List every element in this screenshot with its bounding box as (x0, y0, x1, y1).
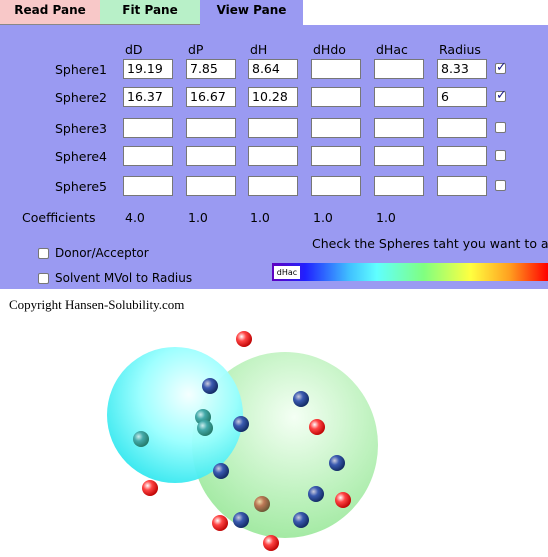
input-field[interactable] (123, 176, 173, 196)
row-label: Sphere3 (55, 121, 107, 136)
coefficient: 4.0 (125, 210, 145, 225)
input-field[interactable] (248, 176, 298, 196)
input-field[interactable]: 16.37 (123, 87, 173, 107)
checkbox[interactable] (38, 248, 49, 259)
input-field[interactable] (437, 176, 487, 196)
copyright: Copyright Hansen-Solubility.com (9, 297, 185, 312)
coefficient: 1.0 (250, 210, 270, 225)
point (293, 512, 309, 528)
point (233, 512, 249, 528)
points (133, 331, 351, 551)
column-header: Radius (439, 42, 481, 57)
input-field[interactable]: 8.33 (437, 59, 487, 79)
hint: Check the Spheres taht you want to a (312, 236, 548, 251)
coefficient: 1.0 (313, 210, 333, 225)
view-pane: dD dP dH dHdo dHac Radius Sphere1 19.19 7.85 8.64… (0, 25, 548, 289)
option-label: Donor/Acceptor (55, 246, 149, 260)
input-field[interactable] (311, 176, 361, 196)
row-label: Sphere1 (55, 62, 107, 77)
input-field[interactable] (186, 118, 236, 138)
point (254, 496, 270, 512)
color-bar: dHac (272, 263, 548, 281)
sphere-view (107, 331, 378, 551)
input-field[interactable] (186, 176, 236, 196)
input-field[interactable] (374, 59, 424, 79)
input-field[interactable]: 7.85 (186, 59, 236, 79)
color-bar-label: dHac (274, 266, 300, 279)
checkbox[interactable] (38, 273, 49, 284)
point (213, 463, 229, 479)
point (197, 420, 213, 436)
column-header: dP (188, 42, 204, 57)
checkbox[interactable] (495, 150, 506, 161)
input-field[interactable]: 6 (437, 87, 487, 107)
input-field[interactable] (437, 146, 487, 166)
column-header: dHdo (313, 42, 346, 57)
point (142, 480, 158, 496)
checkbox[interactable]: ✓ (495, 60, 507, 75)
input-field[interactable] (374, 176, 424, 196)
input-field[interactable] (374, 87, 424, 107)
input-field[interactable]: 10.28 (248, 87, 298, 107)
input-field[interactable] (186, 146, 236, 166)
tab[interactable]: Fit Pane (100, 0, 200, 25)
point (236, 331, 252, 347)
tab[interactable]: Read Pane (0, 0, 100, 25)
input-field[interactable] (374, 118, 424, 138)
input-field[interactable] (248, 118, 298, 138)
input-field[interactable] (311, 59, 361, 79)
input-field[interactable] (248, 146, 298, 166)
column-header: dHac (376, 42, 408, 57)
point (133, 431, 149, 447)
input-field[interactable]: 16.67 (186, 87, 236, 107)
point (233, 416, 249, 432)
coefficient: 1.0 (376, 210, 396, 225)
input-field[interactable] (123, 118, 173, 138)
sphere-1 (107, 347, 243, 483)
option-label: Solvent MVol to Radius (55, 271, 193, 285)
point (293, 391, 309, 407)
row-label: Sphere5 (55, 179, 107, 194)
tab[interactable]: View Pane (200, 0, 303, 25)
input-field[interactable]: 8.64 (248, 59, 298, 79)
point (329, 455, 345, 471)
checkbox[interactable]: ✓ (495, 88, 507, 103)
row-label: Sphere4 (55, 149, 107, 164)
point (335, 492, 351, 508)
coefficient: 1.0 (188, 210, 208, 225)
checkbox[interactable] (495, 180, 506, 191)
input-field[interactable] (311, 146, 361, 166)
column-header: dH (250, 42, 268, 57)
coefficients-label: Coefficients (22, 210, 96, 225)
point (263, 535, 279, 551)
input-field[interactable]: 19.19 (123, 59, 173, 79)
point (309, 419, 325, 435)
input-field[interactable] (123, 146, 173, 166)
input-field[interactable] (311, 87, 361, 107)
point (308, 486, 324, 502)
checkbox[interactable] (495, 122, 506, 133)
point (202, 378, 218, 394)
input-field[interactable] (374, 146, 424, 166)
point (212, 515, 228, 531)
input-field[interactable] (311, 118, 361, 138)
input-field[interactable] (437, 118, 487, 138)
column-header: dD (125, 42, 143, 57)
row-label: Sphere2 (55, 90, 107, 105)
